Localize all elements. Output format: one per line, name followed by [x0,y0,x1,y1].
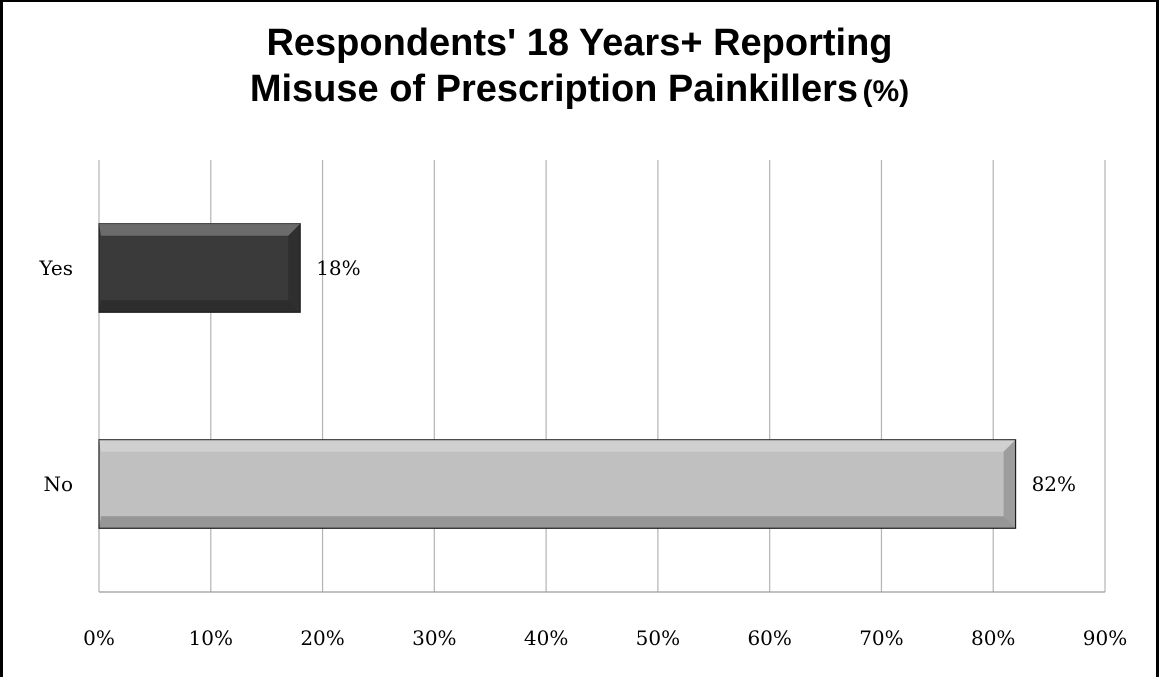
x-tick-label: 90% [1083,626,1127,650]
category-label: No [43,472,73,496]
x-tick-label: 0% [83,626,115,650]
bar [99,440,1016,529]
x-tick-label: 30% [412,626,456,650]
bar [99,224,300,313]
bar-bevel-right [288,224,300,313]
category-label: Yes [38,256,73,280]
bar-bevel-bottom [99,516,1016,528]
data-label: 18% [316,256,360,280]
bar-bevel-right [1004,440,1016,529]
x-tick-label: 70% [859,626,903,650]
data-label: 82% [1032,472,1076,496]
x-tick-label: 80% [971,626,1015,650]
x-tick-label: 50% [636,626,680,650]
x-tick-label: 40% [524,626,568,650]
x-tick-label: 60% [747,626,791,650]
bar-bevel-top [99,224,300,236]
x-tick-label: 20% [300,626,344,650]
bar-bevel-top [99,440,1016,452]
bar-bevel-bottom [99,300,300,312]
x-tick-label: 10% [189,626,233,650]
